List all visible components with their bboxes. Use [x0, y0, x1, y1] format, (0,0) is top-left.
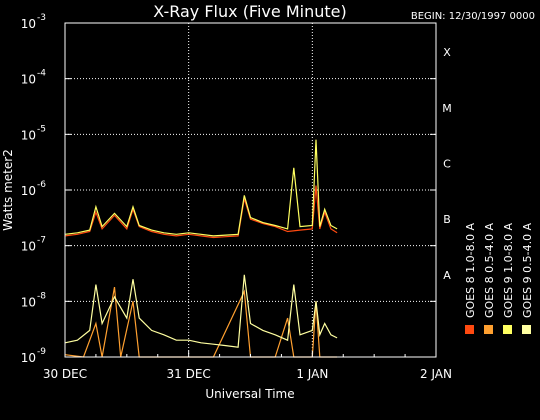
series-line [64, 139, 338, 237]
legend-label: GOES 9 1.0-8.0 A [502, 222, 515, 318]
chart-title: X-Ray Flux (Five Minute) [153, 2, 346, 21]
flare-class-label: M [442, 102, 452, 115]
x-axis: 30 DEC 31 DEC 1 JAN 2 JAN [43, 351, 452, 381]
x-axis-label: Universal Time [205, 387, 294, 401]
y-tick-exponent: -3 [37, 13, 46, 23]
y-tick-label: 10 [21, 295, 36, 309]
y-tick-exponent: -5 [37, 124, 46, 134]
series-line [64, 274, 338, 348]
x-tick-label: 1 JAN [296, 367, 328, 381]
begin-label: BEGIN: 12/30/1997 0000 [411, 11, 535, 22]
y-tick-exponent: -8 [37, 291, 46, 301]
y-tick-label: 10 [21, 73, 36, 87]
series-line [64, 286, 338, 358]
flare-class-labels: X M C B A [442, 46, 452, 282]
x-tick-label: 31 DEC [167, 367, 211, 381]
legend: GOES 8 1.0-8.0 A GOES 8 0.5-4.0 A GOES 9 1… [464, 222, 534, 334]
y-axis: 10-910-810-710-610-510-410-3 [21, 13, 436, 365]
legend-label: GOES 8 1.0-8.0 A [464, 222, 477, 318]
x-tick-label: 30 DEC [43, 367, 87, 381]
y-tick-label: 10 [21, 351, 36, 365]
y-tick-label: 10 [21, 184, 36, 198]
y-tick-exponent: -9 [37, 347, 46, 357]
series-layer [64, 139, 338, 358]
x-tick-label: 2 JAN [420, 367, 452, 381]
y-tick-label: 10 [21, 17, 36, 31]
y-tick-exponent: -7 [37, 236, 46, 246]
legend-swatch [465, 325, 474, 334]
flare-class-label: B [443, 213, 451, 226]
flare-class-label: C [443, 157, 451, 170]
legend-label: GOES 9 0.5-4.0 A [521, 222, 534, 318]
y-tick-exponent: -4 [37, 69, 46, 79]
legend-swatch [522, 325, 531, 334]
y-tick-label: 10 [21, 240, 36, 254]
flare-class-label: X [443, 46, 451, 59]
y-tick-exponent: -6 [37, 180, 46, 190]
y-axis-label: Watts meter2 [1, 149, 15, 231]
flare-class-label: A [443, 269, 451, 282]
grid [65, 23, 436, 357]
series-line [64, 185, 338, 239]
legend-swatch [484, 325, 493, 334]
y-tick-label: 10 [21, 128, 36, 142]
legend-swatch [503, 325, 512, 334]
legend-label: GOES 8 0.5-4.0 A [483, 222, 496, 318]
